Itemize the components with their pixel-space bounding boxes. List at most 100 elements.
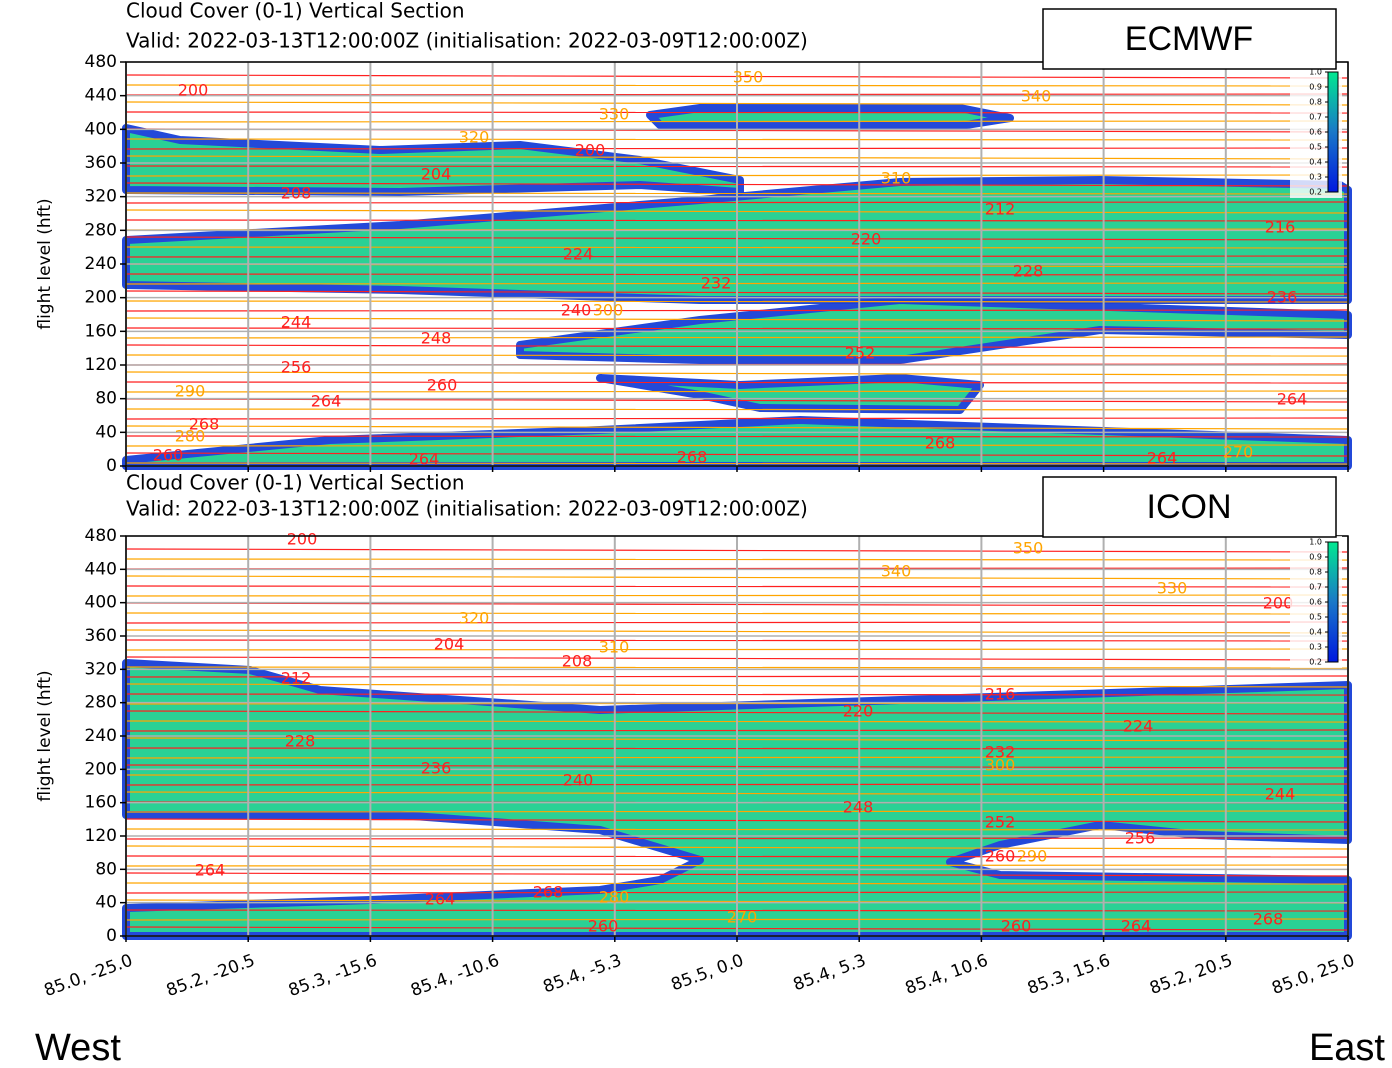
west-label: West	[35, 1027, 121, 1068]
model-label: ICON	[1147, 488, 1232, 526]
y-tick-label: 40	[95, 422, 117, 442]
temperature-label: 216	[985, 685, 1016, 704]
chart-title: Cloud Cover (0-1) Vertical Section	[126, 0, 465, 23]
temperature-label: 200	[287, 530, 318, 549]
colorbar-tick-label: 1.0	[1309, 68, 1322, 77]
x-tick-label: 85.4, -10.6	[408, 951, 502, 1001]
theta-label: 330	[599, 105, 630, 124]
temperature-label: 208	[281, 184, 312, 203]
temperature-label: 268	[189, 415, 220, 434]
temperature-label: 200	[1263, 594, 1294, 613]
y-tick-label: 200	[85, 288, 117, 308]
temperature-label: 228	[1013, 262, 1044, 281]
temperature-label: 264	[311, 392, 342, 411]
plot-frame	[125, 61, 1349, 467]
colorbar-tick-label: 0.7	[1309, 583, 1322, 592]
y-tick-label: 0	[106, 456, 117, 476]
theta-label: 340	[1021, 87, 1052, 106]
temperature-label: 240	[561, 301, 592, 320]
temperature-label: 204	[421, 165, 452, 184]
colorbar-tick-label: 0.5	[1309, 143, 1322, 152]
colorbar-tick-label: 0.9	[1309, 83, 1322, 92]
temperature-label: 268	[1253, 910, 1284, 929]
x-tick-label: 85.5, 0.0	[668, 951, 746, 996]
temperature-label: 260	[153, 446, 184, 465]
colorbar-tick-label: 0.8	[1309, 568, 1322, 577]
east-label: East	[1309, 1027, 1385, 1068]
model-box	[1042, 8, 1337, 70]
y-tick-label: 480	[85, 526, 117, 546]
x-tick-label: 85.2, 20.5	[1147, 951, 1235, 999]
y-tick-label: 200	[85, 759, 117, 779]
y-tick-label: 320	[85, 187, 117, 207]
temperature-label: 212	[281, 669, 312, 688]
panel: 0 40 80 120 160 200 240 280 320 360 400 440 480 200 20…	[35, 471, 1357, 1002]
colorbar-tick-label: 0.4	[1309, 628, 1322, 637]
y-tick-label: 360	[85, 626, 117, 646]
y-axis-label: flight level (hft)	[35, 670, 55, 801]
temperature-label: 224	[563, 245, 594, 264]
y-tick-label: 360	[85, 153, 117, 173]
temperature-label: 236	[421, 759, 452, 778]
x-tick-label: 85.4, -5.3	[540, 951, 624, 998]
temperature-label: 220	[843, 702, 874, 721]
theta-label: 280	[599, 888, 630, 907]
y-tick-label: 80	[95, 859, 117, 879]
chart-subtitle: Valid: 2022-03-13T12:00:00Z (initialisat…	[126, 497, 808, 521]
x-tick-label: 85.3, -15.6	[286, 951, 380, 1001]
temperature-label: 204	[434, 635, 465, 654]
temperature-label: 244	[1265, 785, 1296, 804]
y-tick-label: 440	[85, 559, 117, 579]
y-tick-label: 400	[85, 593, 117, 613]
temperature-label: 264	[1121, 917, 1152, 936]
colorbar-tick-label: 1.0	[1309, 538, 1322, 547]
y-tick-label: 240	[85, 726, 117, 746]
theta-label: 300	[985, 756, 1016, 775]
temperature-label: 248	[843, 798, 874, 817]
colorbar-tick-label: 0.5	[1309, 613, 1322, 622]
theta-label: 320	[459, 128, 490, 147]
temperature-label: 256	[1125, 829, 1156, 848]
x-tick-label: 85.2, -20.5	[164, 951, 258, 1001]
y-tick-label: 120	[85, 826, 117, 846]
temperature-label: 248	[421, 329, 452, 348]
theta-label: 280	[175, 427, 206, 446]
y-tick-label: 280	[85, 220, 117, 240]
y-tick-label: 400	[85, 119, 117, 139]
x-tick-label: 85.4, 5.3	[791, 951, 869, 996]
temperature-label: 264	[195, 861, 226, 880]
temperature-label: 232	[701, 274, 732, 293]
theta-label: 350	[733, 68, 764, 87]
temperature-label: 264	[425, 890, 456, 909]
theta-label: 310	[881, 169, 912, 188]
temperature-label: 260	[588, 917, 619, 936]
theta-label: 270	[727, 908, 758, 927]
temperature-label: 264	[1147, 449, 1178, 468]
chart-subtitle: Valid: 2022-03-13T12:00:00Z (initialisat…	[126, 29, 808, 53]
colorbar-tick-label: 0.2	[1309, 658, 1322, 667]
theta-label: 310	[599, 638, 630, 657]
theta-label: 300	[593, 301, 624, 320]
temperature-label: 264	[1277, 390, 1308, 409]
theta-label: 270	[1223, 443, 1254, 462]
theta-label: 320	[459, 609, 490, 628]
temperature-label: 260	[1001, 917, 1032, 936]
colorbar	[1327, 71, 1339, 193]
plot-frame	[125, 535, 1349, 937]
temperature-label: 244	[281, 313, 312, 332]
temperature-label: 220	[851, 230, 882, 249]
temperature-label: 268	[533, 883, 564, 902]
colorbar-tick-label: 0.6	[1309, 128, 1322, 137]
cloud-area	[646, 104, 1014, 130]
temperature-label: 216	[1265, 218, 1296, 237]
temperature-label: 208	[562, 652, 593, 671]
colorbar-tick-label: 0.3	[1309, 173, 1322, 182]
y-tick-label: 480	[85, 52, 117, 72]
theta-label: 330	[1157, 579, 1188, 598]
x-tick-label: 85.3, 15.6	[1025, 951, 1113, 999]
y-tick-label: 160	[85, 321, 117, 341]
temperature-label: 200	[178, 81, 209, 100]
colorbar-tick-label: 0.7	[1309, 113, 1322, 122]
colorbar	[1327, 541, 1339, 663]
temperature-label: 232	[985, 743, 1016, 762]
